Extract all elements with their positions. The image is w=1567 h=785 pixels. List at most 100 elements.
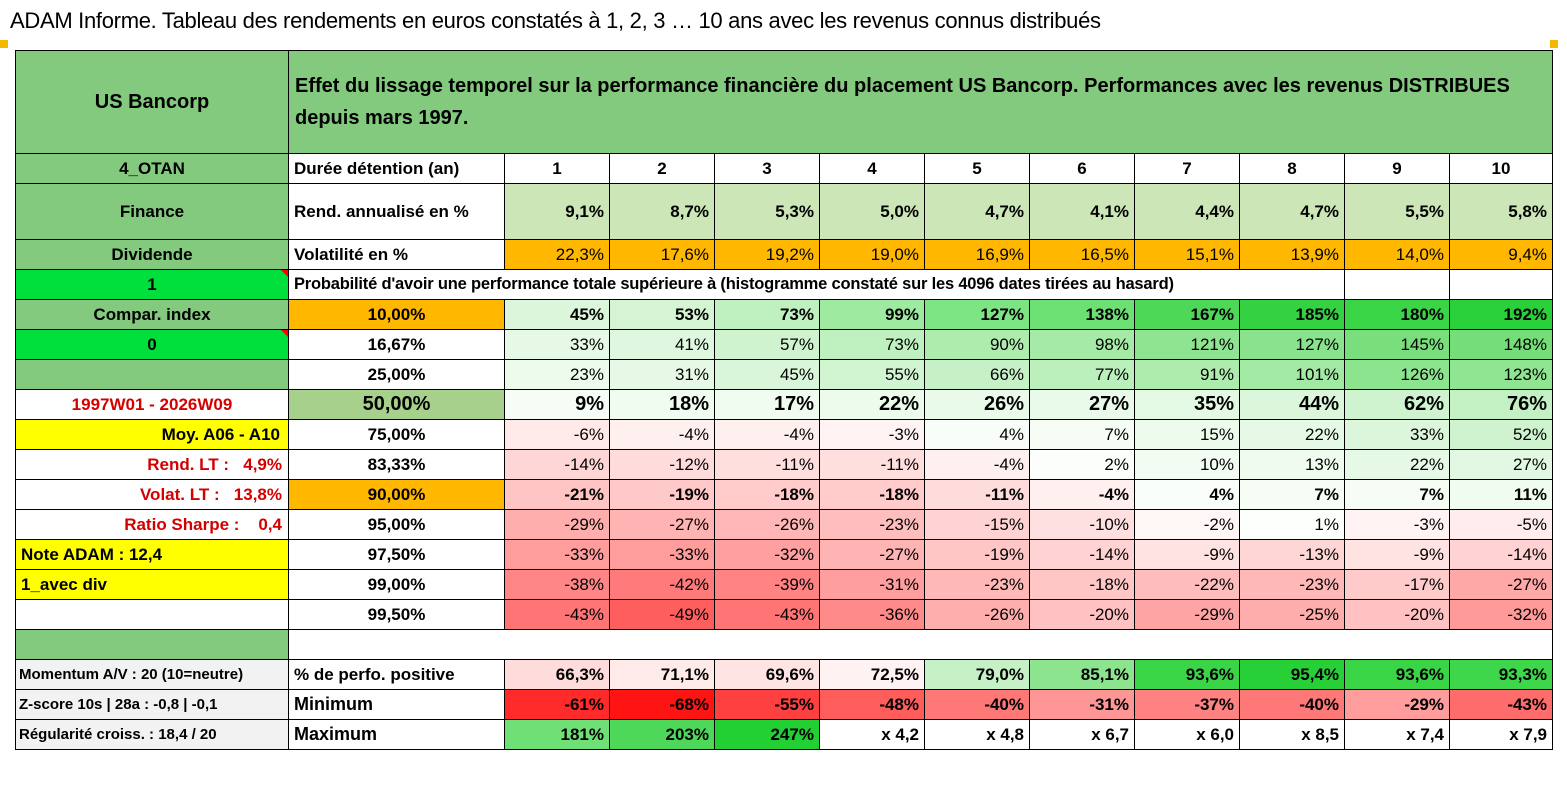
maximum-cell: 247% [714,719,820,750]
percentile-cell: -49% [609,599,715,630]
percentile-cell: 123% [1449,359,1553,390]
percentile-cell: 121% [1134,329,1240,360]
percentile-cell: -36% [819,599,925,630]
percentile-cell: 138% [1029,299,1135,330]
perfo-pos-row: Momentum A/V : 20 (10=neutre) % de perfo… [15,659,1553,690]
percentile-cell: -6% [504,419,610,450]
volat-cell: 15,1% [1134,239,1240,270]
compar-index-label: Compar. index [15,299,289,330]
percentile-cell: -23% [1239,569,1345,600]
percentile-cell: -12% [609,449,715,480]
rend-cell: 4,7% [924,183,1030,240]
maximum-cell: 181% [504,719,610,750]
year-header: 3 [714,153,820,184]
percentile-row: 0 16,67% 33% 41% 57% 73% 90% 98% 121% 12… [15,329,1553,360]
percentile-cell: -23% [924,569,1030,600]
percentile-cell: 180% [1344,299,1450,330]
percentile-label: 83,33% [288,449,505,480]
maximum-cell: x 8,5 [1239,719,1345,750]
percentile-cell: 127% [1239,329,1345,360]
percentile-cell: -11% [714,449,820,480]
maximum-row: Régularité croiss. : 18,4 / 20 Maximum 1… [15,719,1553,750]
percentile-cell: 33% [1344,419,1450,450]
year-header: 6 [1029,153,1135,184]
percentile-cell: -29% [504,509,610,540]
percentile-cell: 22% [1239,419,1345,450]
percentile-cell: 4% [1134,479,1240,510]
percentile-cell: 185% [1239,299,1345,330]
percentile-cell: 192% [1449,299,1553,330]
minimum-cell: -43% [1449,689,1553,720]
percentile-cell: 55% [819,359,925,390]
avec-div: 1_avec div [15,569,289,600]
percentile-cell: 66% [924,359,1030,390]
percentile-cell: 167% [1134,299,1240,330]
percentile-cell: -27% [609,509,715,540]
percentile-cell: 15% [1134,419,1240,450]
volat-row: Dividende Volatilité en % 22,3% 17,6% 19… [15,239,1553,270]
volat-lt: Volat. LT : 13,8% [15,479,289,510]
volat-cell: 19,0% [819,239,925,270]
rend-cell: 4,7% [1239,183,1345,240]
percentile-row: Rend. LT : 4,9% 83,33% -14% -12% -11% -1… [15,449,1553,480]
rend-cell: 9,1% [504,183,610,240]
percentile-cell: 22% [1344,449,1450,480]
percentile-row: 99,50% -43% -49% -43% -36% -26% -20% -29… [15,599,1553,630]
volat-cell: 14,0% [1344,239,1450,270]
perfo-pos-cell: 72,5% [819,659,925,690]
percentile-cell: 11% [1449,479,1553,510]
percentile-cell: -14% [1449,539,1553,570]
title-bar: ADAM Informe. Tableau des rendements en … [0,0,1567,46]
spacer-cell [15,629,289,660]
percentile-cell: 98% [1029,329,1135,360]
minimum-cell: -61% [504,689,610,720]
minimum-cell: -48% [819,689,925,720]
year-header: 4 [819,153,925,184]
perfo-pos-cell: 93,3% [1449,659,1553,690]
percentile-cell: 44% [1239,389,1345,420]
volat-cell: 17,6% [609,239,715,270]
corner-marker-icon [0,40,8,48]
percentile-cell: 7% [1344,479,1450,510]
percentile-cell: -14% [1029,539,1135,570]
percentile-cell: -19% [924,539,1030,570]
volat-cell: 9,4% [1449,239,1553,270]
percentile-cell: 73% [714,299,820,330]
percentile-cell: -17% [1344,569,1450,600]
percentile-cell: 26% [924,389,1030,420]
period-label: 1997W01 - 2026W09 [15,389,289,420]
year-header: 8 [1239,153,1345,184]
blank-label [15,359,289,390]
volat-lt-label: Volat. LT : [139,484,220,504]
percentile-cell: -5% [1449,509,1553,540]
perfo-pos-cell: 93,6% [1344,659,1450,690]
percentile-cell: 18% [609,389,715,420]
sharpe: Ratio Sharpe : 0,4 [15,509,289,540]
percentile-cell: -38% [504,569,610,600]
year-header: 2 [609,153,715,184]
report-frame: US Bancorp Effet du lissage temporel sur… [0,40,1558,785]
proba-row: 1 Probabilité d'avoir une performance to… [15,269,1553,300]
percentile-cell: 22% [819,389,925,420]
percentile-cell: 62% [1344,389,1450,420]
volat-label: Volatilité en % [288,239,505,270]
flag-zero: 0 [15,329,289,360]
percentile-cell: 41% [609,329,715,360]
minimum-row: Z-score 10s | 28a : -0,8 | -0,1 Minimum … [15,689,1553,720]
percentile-cell: -11% [819,449,925,480]
volat-cell: 16,5% [1029,239,1135,270]
proba-label: Probabilité d'avoir une performance tota… [288,269,1345,300]
percentile-cell: 76% [1449,389,1553,420]
volat-cell: 19,2% [714,239,820,270]
percentile-cell: -27% [1449,569,1553,600]
percentile-cell: -25% [1239,599,1345,630]
percentile-cell: 31% [609,359,715,390]
sharpe-value: 0,4 [258,514,282,534]
percentile-label: 90,00% [288,479,505,510]
percentile-label: 16,67% [288,329,505,360]
percentile-cell: 45% [714,359,820,390]
perfo-pos-cell: 69,6% [714,659,820,690]
minimum-cell: -68% [609,689,715,720]
percentile-cell: 90% [924,329,1030,360]
